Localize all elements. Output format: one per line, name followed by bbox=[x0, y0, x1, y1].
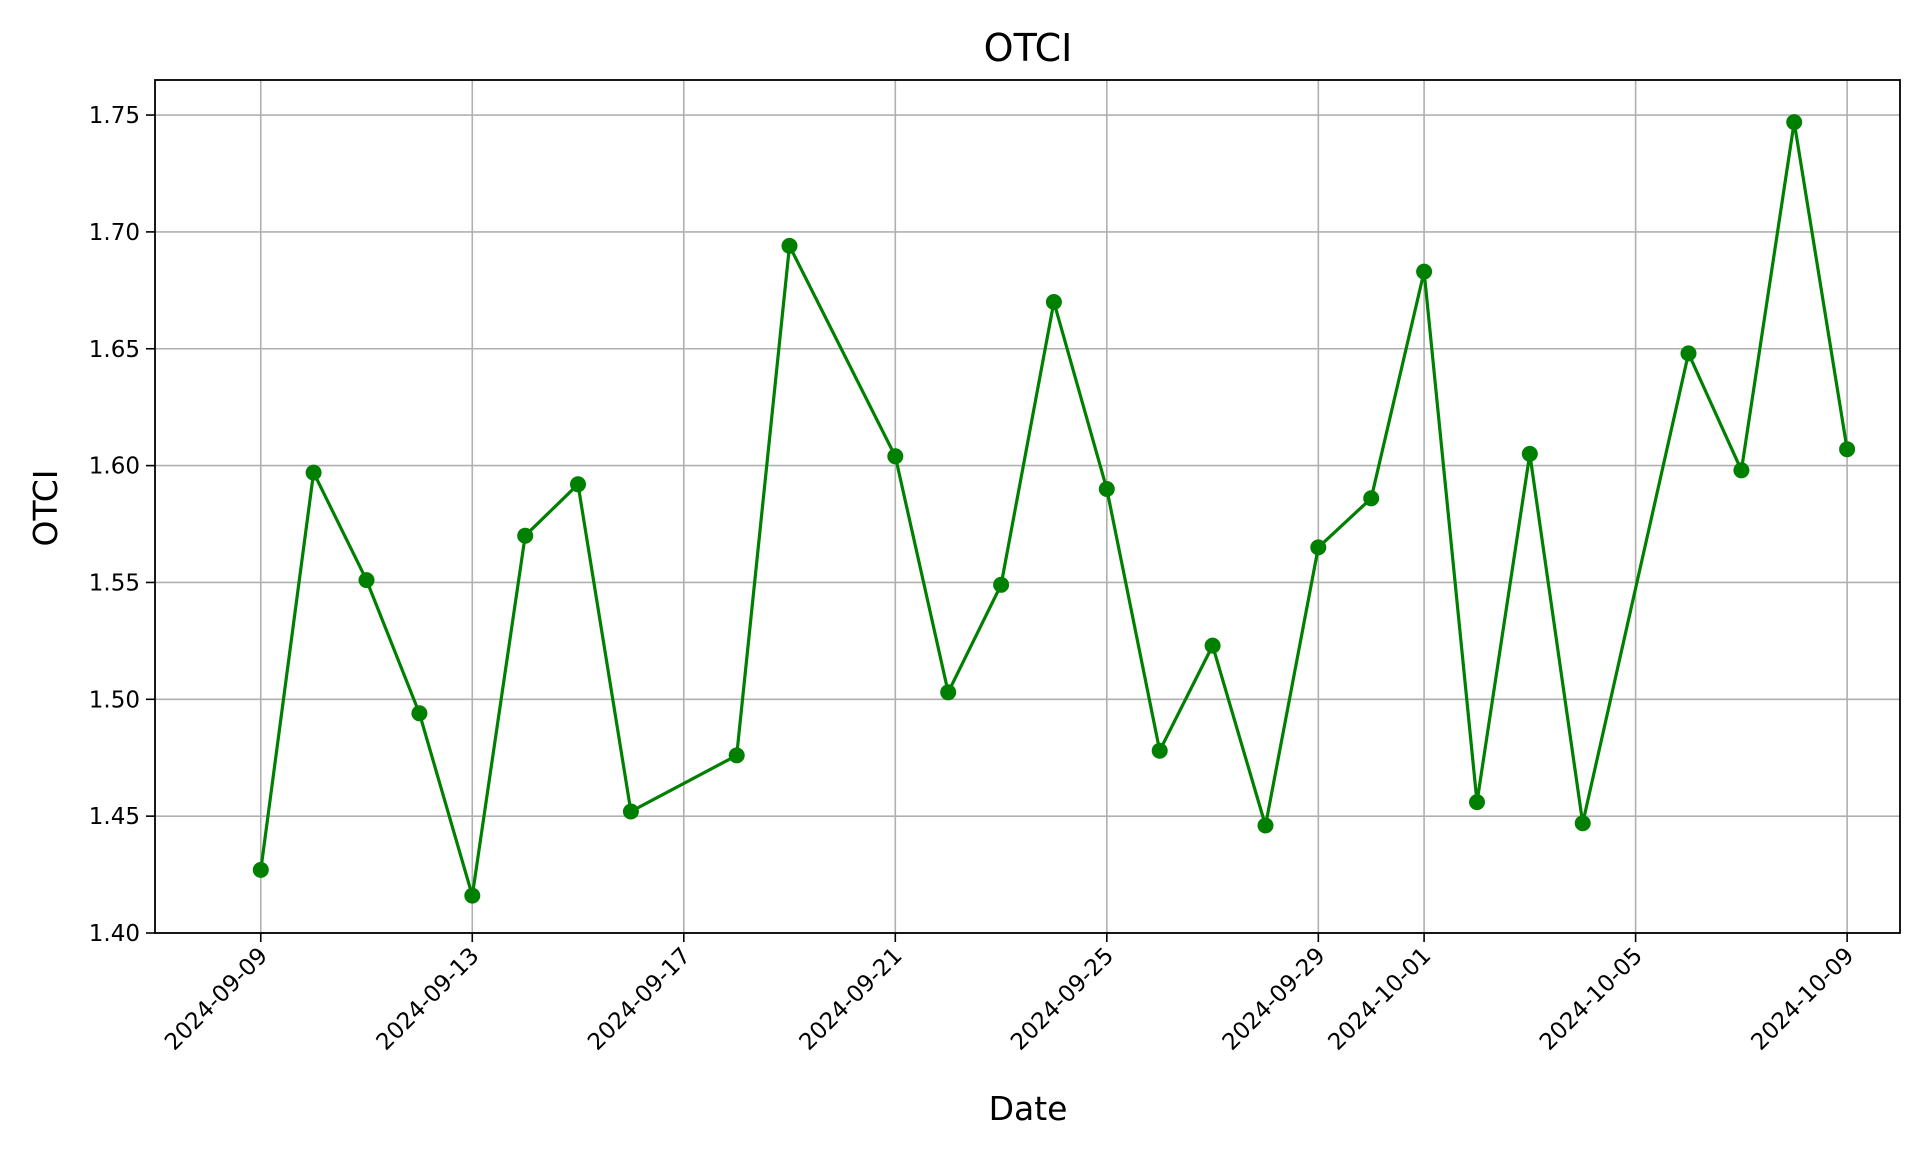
data-point bbox=[1098, 481, 1115, 497]
y-tick-label: 1.45 bbox=[89, 804, 140, 830]
data-point bbox=[1733, 462, 1750, 479]
x-axis-label: Date bbox=[989, 1089, 1068, 1128]
x-tick-label: 2024-09-21 bbox=[795, 943, 908, 1056]
data-point bbox=[728, 747, 745, 764]
data-point bbox=[1786, 114, 1803, 131]
y-tick-label: 1.70 bbox=[89, 220, 140, 246]
y-tick-label: 1.40 bbox=[89, 921, 140, 947]
data-point bbox=[1045, 294, 1062, 310]
data-point bbox=[1151, 742, 1168, 759]
data-point bbox=[781, 237, 798, 254]
data-point bbox=[1416, 263, 1433, 280]
data-point bbox=[464, 887, 481, 904]
data-point bbox=[1257, 817, 1274, 834]
plot-frame bbox=[154, 79, 1901, 934]
x-tick-label: 2024-09-13 bbox=[372, 943, 485, 1056]
y-tick-label: 1.60 bbox=[89, 454, 140, 480]
data-point bbox=[1363, 490, 1380, 507]
data-point bbox=[887, 448, 904, 465]
x-tick-label: 2024-10-09 bbox=[1746, 943, 1859, 1056]
x-tick-label: 2024-09-09 bbox=[160, 943, 273, 1056]
data-point bbox=[411, 705, 428, 722]
data-point bbox=[1680, 345, 1697, 362]
data-point bbox=[252, 861, 269, 878]
grid bbox=[155, 80, 1900, 934]
y-axis-label: OTCI bbox=[26, 470, 65, 547]
data-point bbox=[1310, 539, 1327, 556]
data-point bbox=[305, 464, 322, 481]
x-tick-label: 2024-09-25 bbox=[1006, 943, 1119, 1056]
data-point bbox=[1204, 637, 1221, 654]
x-tick-label: 2024-09-29 bbox=[1218, 943, 1331, 1056]
axis-ticks: 2024-09-09 2024-09-13 2024-09-17 2024-09-21… bbox=[89, 103, 1860, 1056]
y-tick-label: 1.75 bbox=[89, 103, 140, 129]
data-point bbox=[358, 572, 375, 589]
x-tick-label: 2024-10-05 bbox=[1535, 943, 1648, 1056]
data-point bbox=[622, 803, 639, 820]
data-point bbox=[1469, 794, 1485, 811]
x-tick-label: 2024-10-01 bbox=[1323, 943, 1436, 1056]
chart-title: OTCI bbox=[984, 26, 1073, 70]
y-tick-label: 1.65 bbox=[89, 337, 140, 363]
data-point bbox=[940, 684, 957, 701]
y-tick-label: 1.50 bbox=[89, 687, 140, 713]
series-line bbox=[259, 120, 1849, 898]
y-tick-label: 1.55 bbox=[89, 570, 140, 596]
data-point bbox=[570, 476, 586, 493]
x-tick-label: 2024-09-17 bbox=[583, 943, 696, 1056]
series-group bbox=[252, 114, 1856, 904]
data-point bbox=[1521, 445, 1538, 462]
data-point bbox=[993, 576, 1010, 593]
data-point bbox=[1574, 815, 1591, 832]
data-point bbox=[1839, 441, 1856, 458]
data-point bbox=[517, 527, 534, 544]
